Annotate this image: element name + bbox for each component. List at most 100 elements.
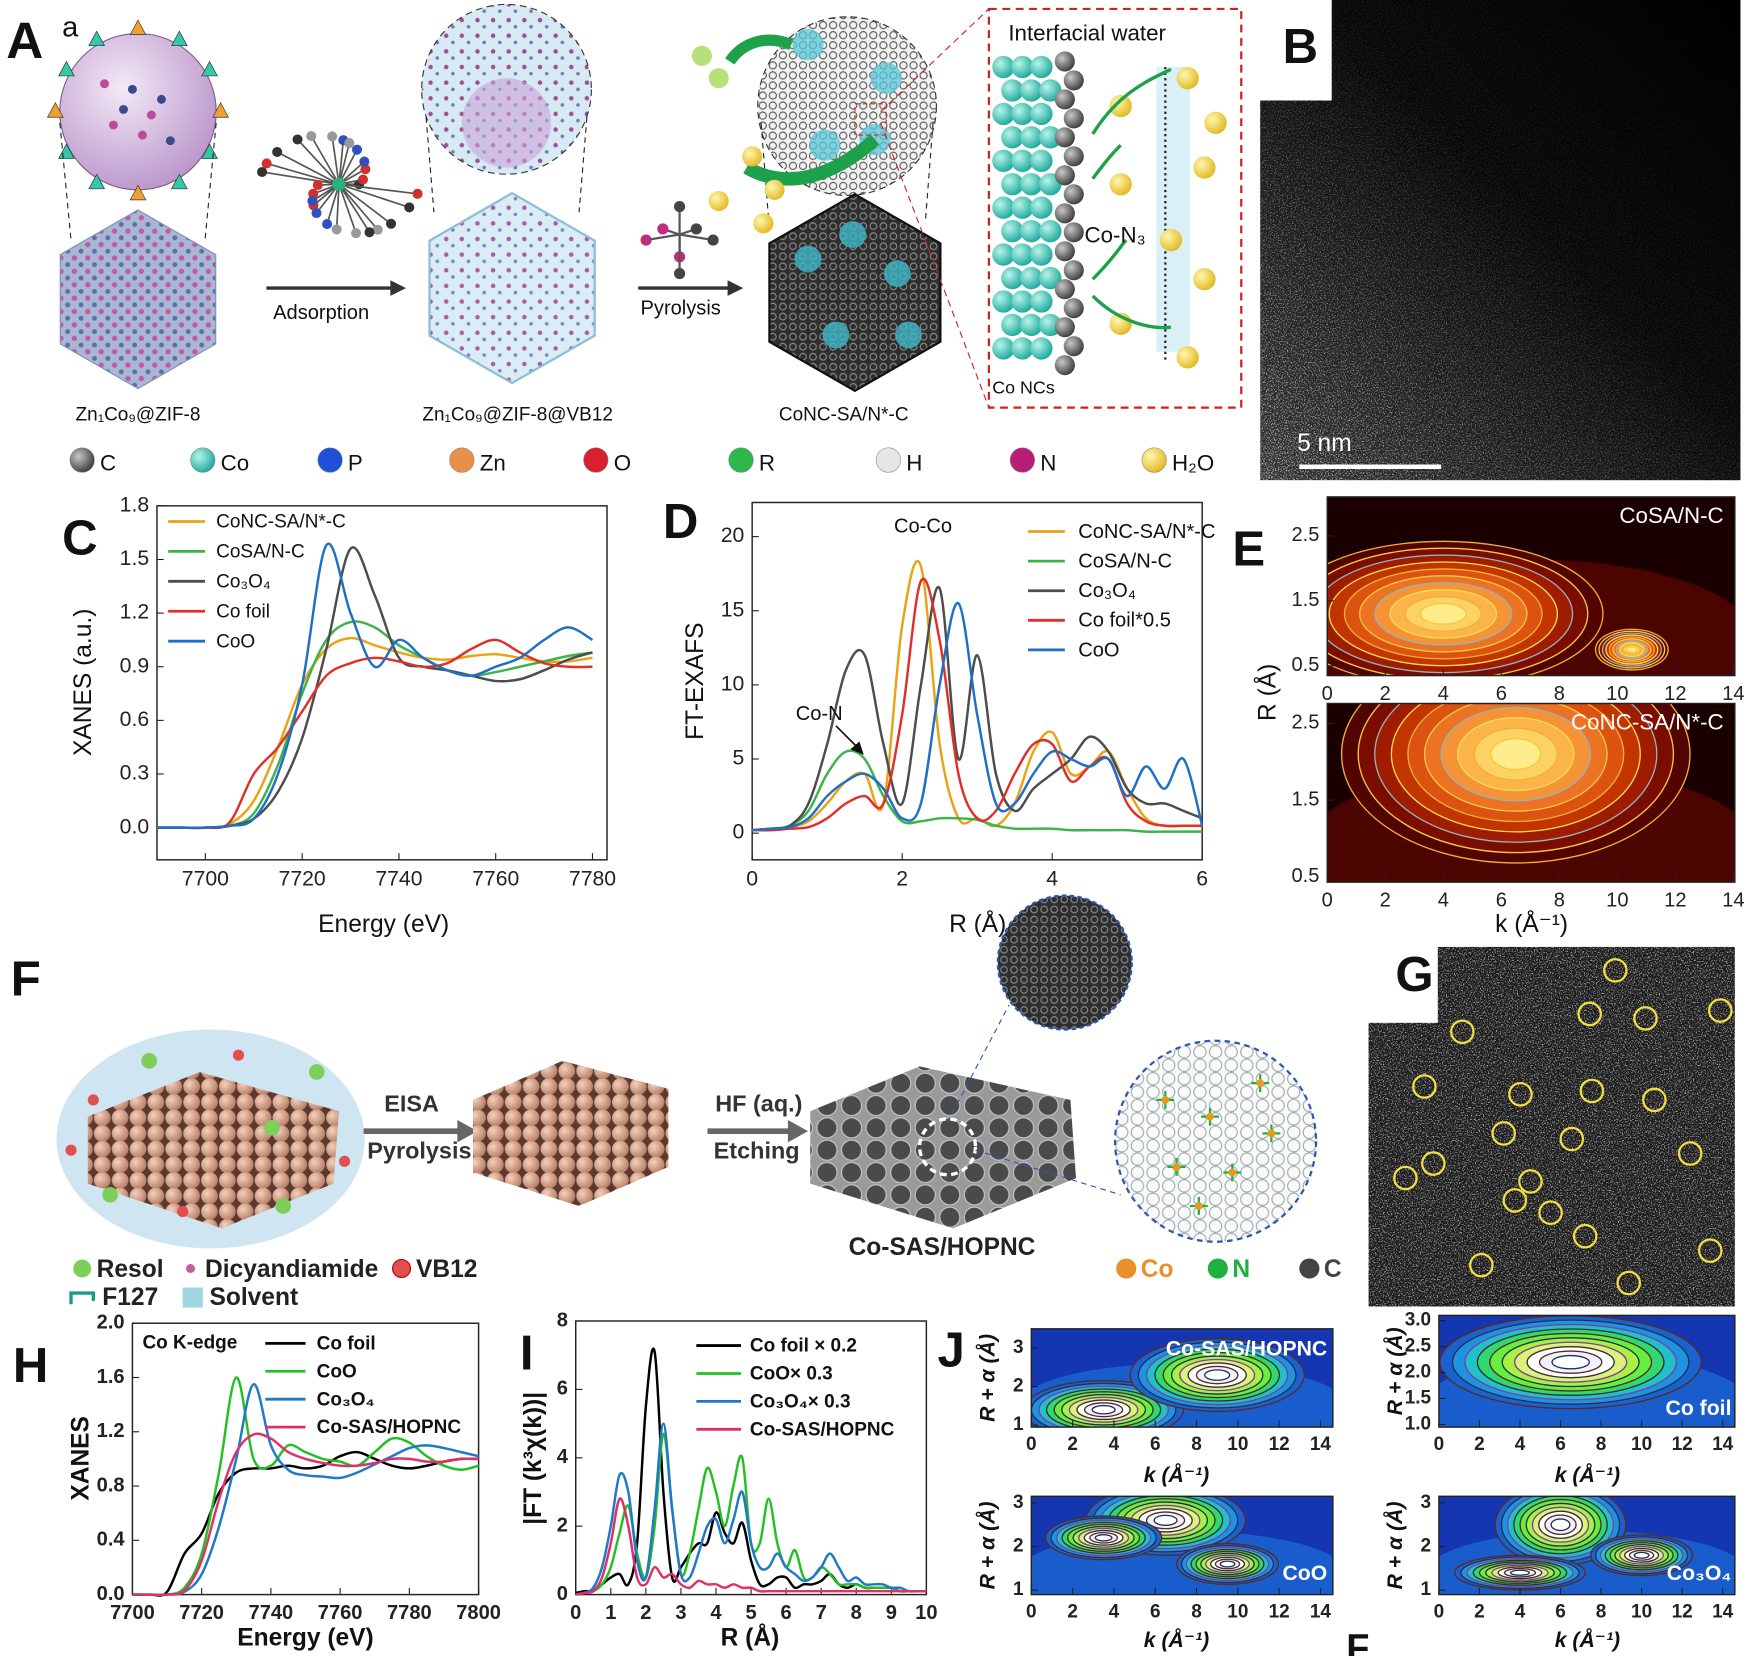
single-atom-marker	[1538, 1200, 1563, 1225]
contour-level	[1219, 1560, 1236, 1568]
bond	[338, 183, 379, 231]
bond	[296, 138, 340, 185]
legend-label: Co foil*0.5	[1078, 610, 1171, 632]
cluster	[809, 129, 841, 161]
legend-label: Co foil	[317, 1333, 376, 1354]
label: HF (aq.)	[715, 1091, 802, 1117]
y-tick-label: 0.3	[120, 762, 149, 785]
water-molecule	[1159, 228, 1183, 252]
molecule-atom	[357, 174, 369, 185]
y-tick-label: 20	[721, 524, 745, 547]
y-tick-label: 0.4	[97, 1529, 126, 1551]
panel-label: C	[62, 512, 97, 566]
label: 5 nm	[1297, 430, 1352, 457]
molecule-atom	[312, 180, 323, 191]
panel-label: H	[13, 1339, 48, 1393]
label: Resol	[97, 1256, 164, 1283]
atom-legend-label: Co	[221, 450, 250, 475]
x-tick-label: 7760	[472, 868, 519, 891]
x-tick-label: 0	[1434, 1434, 1445, 1455]
ligand-node	[58, 60, 75, 77]
zoom-sphere	[757, 16, 937, 196]
co-site	[1228, 1168, 1237, 1177]
molecule-atom	[138, 130, 147, 140]
label: EISA	[384, 1091, 439, 1117]
molecule-atom	[311, 207, 322, 219]
atom-swatch	[1009, 447, 1035, 473]
co-atom	[1030, 149, 1053, 172]
chart: Co foil 0 2 4 6 8 10 12 14 1.0 1.5 2.0 2.5 3.0 k (Å⁻¹)…	[1382, 1310, 1736, 1487]
atom-legend-label: H	[906, 450, 922, 475]
transfer-arrow	[1091, 238, 1128, 281]
bond	[338, 183, 371, 233]
y-tick-label: 2	[1013, 1376, 1024, 1397]
label-notch	[1366, 944, 1438, 1023]
legend-label: Co-SAS/HOPNC	[750, 1419, 895, 1440]
contour-level	[1094, 1534, 1113, 1542]
atom-swatch	[69, 447, 95, 473]
co-atom	[992, 196, 1015, 219]
molecule-atom	[351, 228, 362, 239]
data-line	[132, 1376, 479, 1597]
contour-level	[1509, 1569, 1530, 1576]
chart: CoSA/N-C 0 2 4 6 8 10 12 14 0.5 1.5 2.5 R (Å) E	[1232, 496, 1745, 721]
x-tick-label: 4	[1438, 890, 1449, 912]
x-tick-label: 6	[1150, 1602, 1161, 1623]
atom-swatch	[449, 447, 475, 473]
x-axis-label: R (Å)	[721, 1624, 780, 1652]
molecule-atom	[306, 131, 317, 142]
atom-swatch	[317, 447, 343, 473]
x-tick-label: 6	[1150, 1434, 1161, 1455]
x-tick-label: 6	[1555, 1602, 1566, 1623]
resol	[275, 1198, 291, 1214]
x-tick-label: 10	[1606, 890, 1628, 912]
co-atom	[1039, 266, 1062, 290]
panel-label: J	[938, 1323, 965, 1377]
label: Dicyandiamide	[205, 1256, 378, 1283]
co-atom	[1001, 266, 1024, 290]
atom-swatch	[728, 447, 754, 473]
legend-label: CoO	[1078, 639, 1119, 661]
y-tick-label: 3	[1421, 1492, 1432, 1513]
resol	[102, 1187, 118, 1203]
co-atom	[992, 149, 1015, 172]
molecule-atom	[165, 136, 175, 146]
atom-swatch	[875, 447, 901, 473]
co-atom	[1020, 219, 1043, 243]
x-tick-label: 14	[1722, 890, 1744, 912]
zoom-shade	[461, 78, 552, 168]
water-molecule	[691, 45, 712, 66]
legend-label: CoSA/N-C	[1078, 551, 1172, 573]
cluster	[794, 245, 822, 273]
atom-legend-label: H₂O	[1172, 450, 1214, 475]
x-tick-label: 4	[1515, 1434, 1526, 1455]
contour-level	[1633, 1551, 1650, 1559]
y-tick-label: 2.0	[97, 1312, 125, 1334]
plot-frame	[1326, 702, 1736, 883]
contour-level	[1550, 1518, 1571, 1532]
cluster	[895, 321, 922, 349]
x-tick-label: 0	[1026, 1602, 1037, 1623]
plot-frame	[1438, 1495, 1736, 1596]
data-line	[132, 1432, 479, 1597]
atom-legend-label: Zn	[480, 450, 506, 475]
co-atom	[992, 243, 1015, 266]
molecule-atom	[412, 188, 423, 199]
y-axis-label: R + α (Å)	[975, 1334, 1000, 1422]
annotation-arrow-head	[850, 741, 864, 755]
zoom-sphere	[996, 894, 1133, 1031]
water-molecule	[753, 213, 774, 234]
y-tick-label: 1.2	[120, 601, 149, 624]
label: Solvent	[209, 1284, 298, 1311]
single-atom-marker	[1577, 1001, 1602, 1027]
x-tick-label: 0	[1322, 890, 1333, 912]
co-atom	[1030, 290, 1053, 313]
water-molecule	[1109, 94, 1132, 118]
micrograph-shade	[1260, 0, 1741, 481]
curved-arrow	[725, 34, 794, 65]
x-tick-label: 4	[710, 1602, 722, 1624]
y-axis-label: R + α (Å)	[1382, 1327, 1407, 1415]
data-line	[156, 542, 594, 830]
